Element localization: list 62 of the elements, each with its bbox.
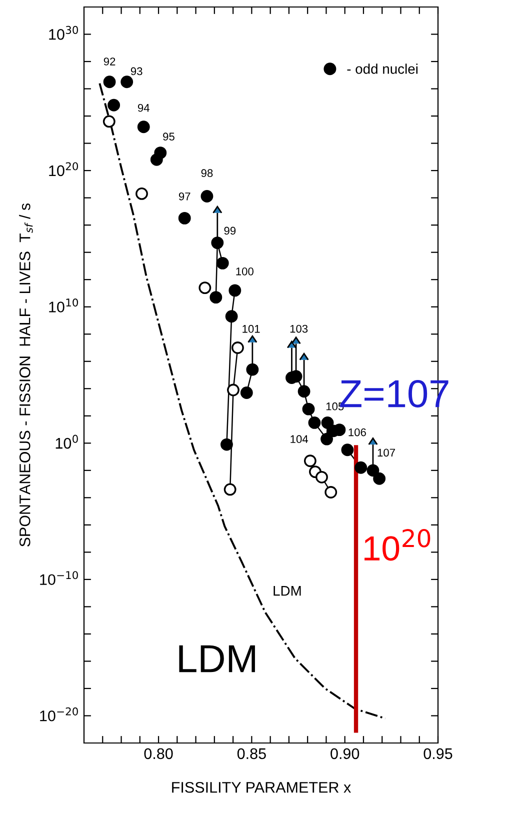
series-label: LDM [274,586,301,596]
point [316,470,328,484]
annotation: 10$^{20}$ [364,529,430,561]
annotation: 101 [242,324,260,333]
point [354,461,368,474]
point [302,402,315,416]
y-tick-label: 10$^{−20}$ [40,707,78,722]
point [154,146,167,160]
x-tick-label: 0.90 [330,748,360,760]
annotation: 100 [236,268,254,276]
point [211,236,224,250]
annotation: 106 [348,428,366,436]
point [240,386,253,399]
point [231,342,244,354]
point [137,120,150,134]
point [103,76,116,88]
point [320,432,333,446]
x-axis-title: FISSILITY PARAMETER x [172,782,351,793]
y-axis-title: SPONTANEOUS - FISSION HALF - LIVES T$_{sf}$ / s [19,203,33,547]
annotation: 97 [178,192,190,200]
annotation: 94 [138,104,150,112]
point [341,444,354,456]
x-tick-label: 0.80 [144,748,173,760]
x-tick-label: 0.85 [237,748,266,760]
point [324,486,338,498]
legend-label: - odd nuclei [347,64,418,74]
point [366,464,380,477]
x-tick-label: 0.95 [424,748,452,760]
point [246,363,259,376]
point [210,291,222,304]
point [120,76,134,88]
annotation: 95 [163,132,174,141]
y-tick-label: 10$^{−10}$ [40,571,78,586]
point [136,188,148,200]
point [298,385,310,398]
y-tick-label: 10$^{0}$ [56,434,78,449]
point [227,384,240,396]
annotation: 99 [224,226,236,235]
annotation: 92 [104,58,116,66]
annotation: LDM [179,645,255,672]
annotation: 104 [290,435,308,444]
point [304,454,316,468]
point [225,310,238,323]
point [220,438,233,451]
y-tick-label: 10$^{20}$ [49,162,78,176]
point [321,416,334,429]
point [308,416,321,429]
point [224,483,236,496]
y-tick-label: 10$^{30}$ [49,26,78,40]
annotation: 93 [130,67,142,76]
point [102,115,116,128]
point [228,284,242,297]
y-tick-label: 10$^{10}$ [49,298,78,312]
point [373,472,386,485]
annotation: 98 [201,169,213,178]
point [198,282,212,294]
point [216,256,229,270]
annotation: 107 [378,448,395,457]
point [178,212,191,224]
point [200,190,214,202]
annotation: 103 [290,324,308,333]
point [108,98,120,112]
